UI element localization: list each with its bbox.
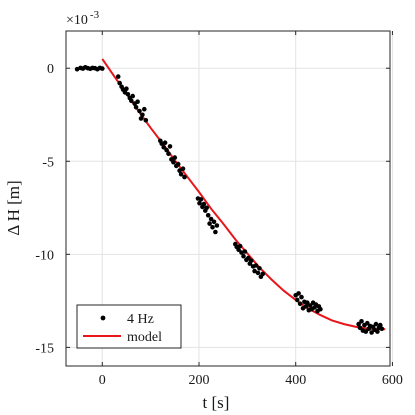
data-point <box>129 98 134 104</box>
y-axis-label: Δ H [m] <box>4 180 23 235</box>
data-point <box>379 326 385 332</box>
data-point <box>143 118 149 123</box>
y-tick-label: 0 <box>47 62 54 77</box>
x-tick-label: 400 <box>285 373 306 388</box>
axes-box <box>65 30 391 367</box>
x-tick-label: 200 <box>188 373 209 388</box>
legend: 4 Hz model <box>76 304 182 349</box>
data-point <box>124 86 129 91</box>
data-point <box>211 219 217 225</box>
data-point <box>356 321 361 327</box>
data-point <box>117 80 122 86</box>
data-point <box>253 263 259 268</box>
plot-area <box>74 58 386 335</box>
data-point <box>100 66 105 71</box>
data-point <box>373 321 379 327</box>
y-multiplier: ×10 -3 <box>66 9 100 28</box>
legend-box <box>76 304 182 349</box>
data-point <box>210 225 215 230</box>
data-point <box>307 303 313 308</box>
data-point <box>138 116 144 121</box>
data-point <box>318 306 323 312</box>
data-point <box>305 300 310 306</box>
data-point <box>369 330 374 335</box>
data-point <box>130 93 135 99</box>
data-point <box>133 105 139 110</box>
data-point <box>175 161 181 167</box>
data-point <box>303 304 309 309</box>
data-point <box>294 297 300 303</box>
data-point <box>197 200 202 206</box>
data-point <box>177 168 182 173</box>
data-point <box>140 112 145 118</box>
data-point <box>205 213 211 218</box>
data-point <box>198 197 204 202</box>
y-tick-label: -10 <box>35 248 54 263</box>
data-point <box>365 320 370 326</box>
data-point <box>214 223 220 228</box>
legend-label: model <box>127 330 162 345</box>
data-point <box>204 205 209 211</box>
data-point <box>172 155 178 160</box>
data-point <box>363 329 369 334</box>
legend-marker <box>100 315 106 321</box>
data-point <box>208 216 214 222</box>
data-point <box>296 291 301 296</box>
data-point <box>237 243 243 249</box>
data-point <box>257 266 262 271</box>
axes: 0 200 400 600 0 -5 -10 -15 <box>35 30 403 388</box>
data-point <box>201 201 207 207</box>
data-point <box>142 106 147 112</box>
x-axis-label: t [s] <box>203 393 230 412</box>
data-point <box>167 144 173 149</box>
model-line <box>101 58 386 331</box>
data-point <box>255 270 261 276</box>
y-multiplier-base: ×10 <box>66 13 88 28</box>
data-point <box>357 325 363 331</box>
data-point <box>213 229 218 235</box>
data-point <box>161 145 166 150</box>
data-point <box>137 108 142 114</box>
data-point <box>252 268 257 274</box>
data-point <box>236 247 241 252</box>
data-point <box>207 221 212 226</box>
data-point <box>299 294 304 300</box>
data-point <box>246 255 251 261</box>
data-point <box>178 172 184 177</box>
grid <box>66 31 393 366</box>
legend-label: 4 Hz <box>127 312 154 327</box>
data-point <box>297 301 303 307</box>
data-point <box>359 319 364 324</box>
data-point <box>248 258 254 264</box>
data-point <box>162 140 168 145</box>
data-point <box>378 322 383 328</box>
y-tick-label: -15 <box>35 341 54 356</box>
data-point <box>166 151 171 157</box>
y-multiplier-exponent: -3 <box>90 9 100 21</box>
data-point <box>164 147 169 153</box>
data-point <box>182 174 187 180</box>
data-point <box>375 329 380 334</box>
data-point <box>115 74 121 79</box>
data-point <box>125 92 131 97</box>
data-point <box>260 271 266 277</box>
data-point <box>242 249 248 254</box>
data-point <box>241 253 246 259</box>
data-point <box>171 159 176 165</box>
data-point <box>135 99 140 104</box>
y-tick-label: -5 <box>42 155 54 170</box>
x-tick-label: 0 <box>99 373 106 388</box>
data-point <box>180 166 186 171</box>
x-tick-label: 600 <box>382 373 403 388</box>
axis-labels: ×10 -3 t [s] Δ H [m] <box>4 9 229 412</box>
